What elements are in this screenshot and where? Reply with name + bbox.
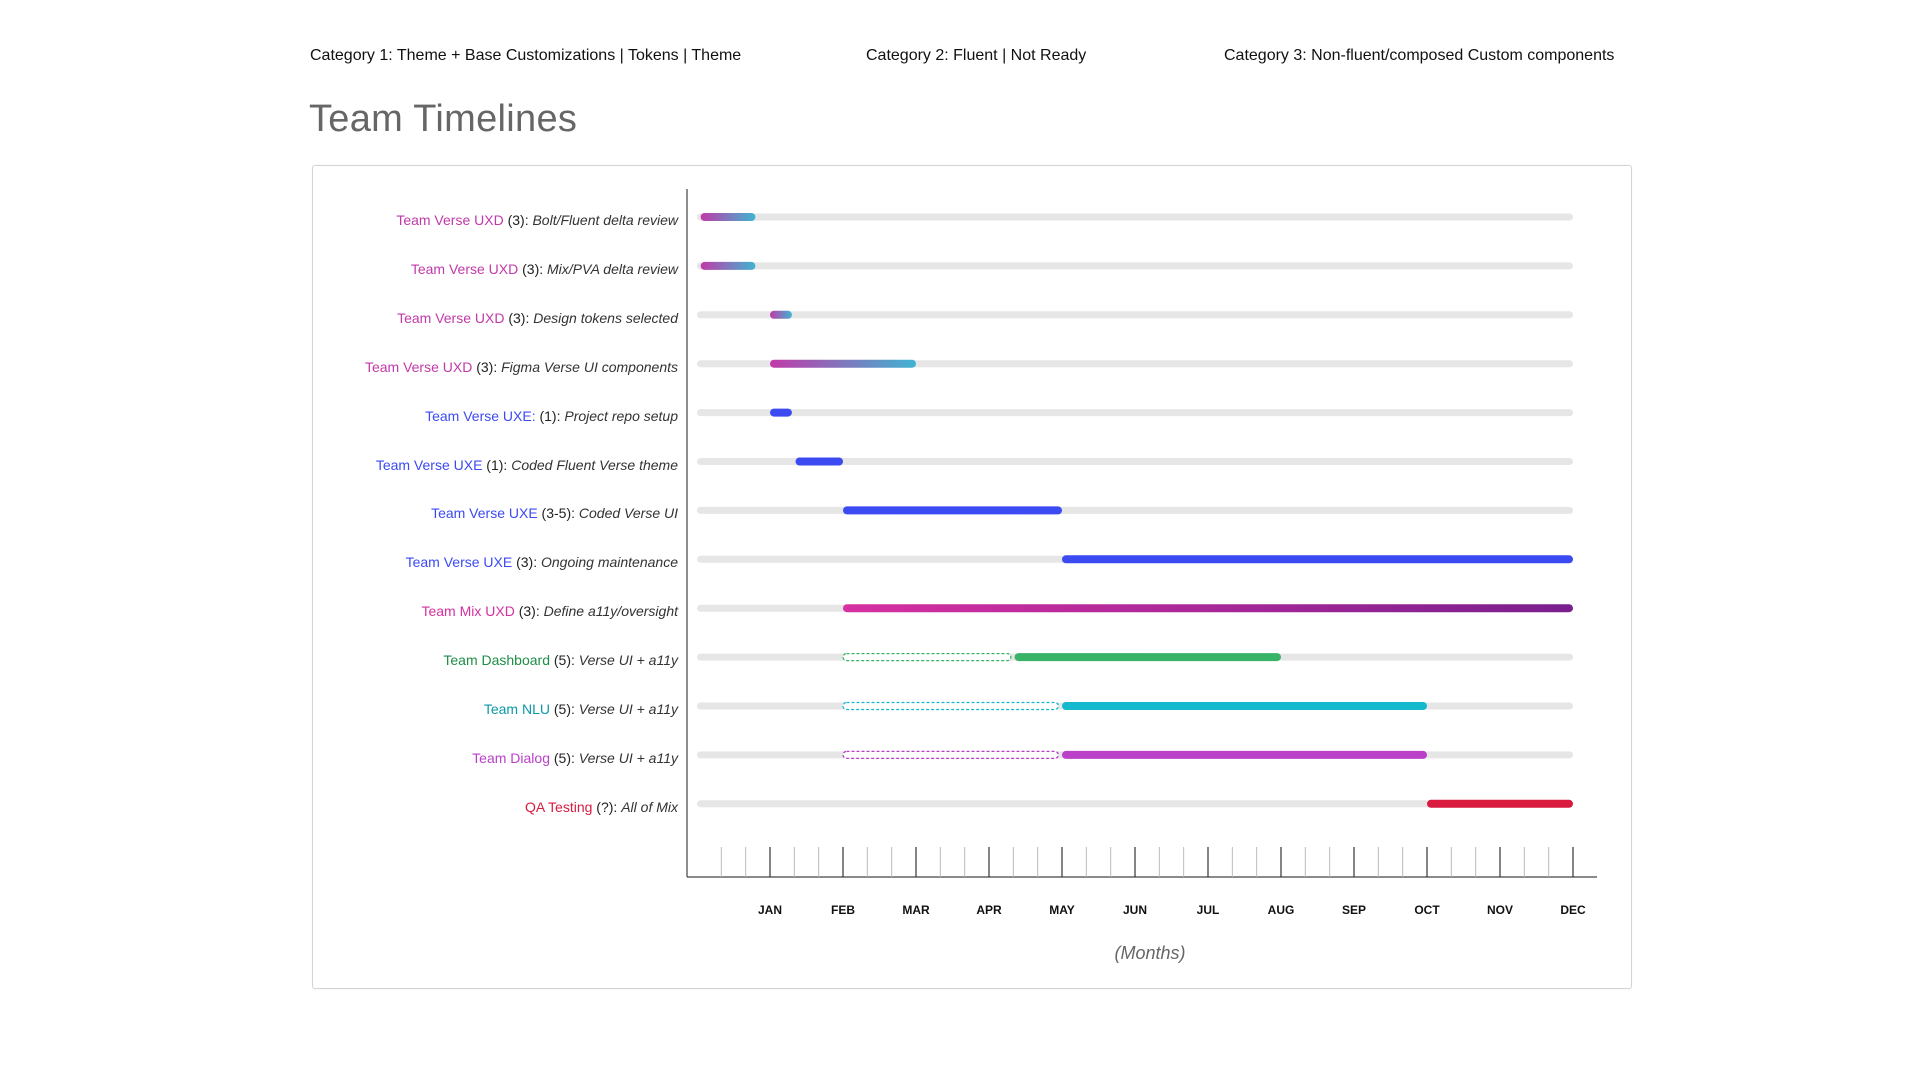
task-name: Coded Fluent Verse theme [511,456,678,473]
team-name: Team Dialog [472,749,550,766]
month-tick-label: MAY [1049,903,1075,917]
month-tick-label: MAR [902,903,930,917]
row-label: Team NLU (5): Verse UI + a11y [484,700,678,718]
team-name: Team Verse UXD [397,309,505,326]
category-1-label: Category 1: Theme + Base Customizations … [310,47,742,64]
row-track [697,506,1573,514]
x-axis-title: (Months) [1114,943,1186,963]
timeline-bar [843,506,1062,515]
month-tick-label: APR [976,903,1002,917]
category-3-label: Category 3: Non-fluent/composed Custom c… [1224,47,1615,64]
task-name: Verse UI + a11y [578,701,678,717]
team-size: (5): [550,701,575,717]
task-name: Ongoing maintenance [541,554,678,571]
timeline-chart: JAN FEB MAR APR MAY JUN JUL AUG SEP OCT NOV DEC [686,189,1597,917]
timeline-bar [770,310,792,319]
team-name: Team Verse UXE [405,554,513,571]
row-label: Team Verse UXD (3): Figma Verse UI compo… [365,358,678,376]
team-size: (1): [482,456,508,473]
planned-bar [842,750,1060,760]
row-label: Team Verse UXD (3): Bolt/Fluent delta re… [396,211,678,229]
team-name: Team NLU [483,701,550,717]
timeline-bar [1062,750,1427,759]
task-name: Verse UI + a11y [578,749,678,766]
task-name: Figma Verse UI components [501,358,678,375]
timeline-bar [1427,799,1573,808]
category-2-label: Category 2: Fluent | Not Ready [866,47,1087,64]
timeline-bar [700,213,756,221]
task-name: Verse UI + a11y [578,652,678,669]
planned-bar [842,652,1012,662]
team-size: (5): [550,652,575,669]
page-title: Team Timelines [309,98,578,140]
team-name: Team Verse UXD [410,260,519,277]
task-name: Mix/PVA delta review [547,260,678,277]
row-label: Team Verse UXE: (1): Project repo setup [425,407,678,425]
row-label: Team Verse UXE (1): Coded Fluent Verse t… [376,456,678,474]
row-track [697,262,1573,270]
month-tick-label: OCT [1414,903,1440,917]
timeline-bar [1062,555,1573,564]
team-size: (?): [592,798,618,815]
timeline-bar [1014,653,1281,662]
month-tick-label: DEC [1560,903,1586,917]
row-track [697,458,1573,465]
team-name: Team Mix UXD [421,603,515,620]
team-name: Team Verse UXE [431,505,538,522]
team-size: (1): [535,407,561,424]
month-tick-label: NOV [1487,903,1513,917]
planned-bar [842,701,1060,711]
row-label: Team Verse UXE (3): Ongoing maintenance [406,553,678,571]
row-label: Team Verse UXD (3): Mix/PVA delta review [411,260,678,278]
row-label: Team Dashboard (5): Verse UI + a11y [443,651,678,669]
task-name: All of Mix [621,798,678,815]
row-label: QA Testing (?): All of Mix [525,798,678,816]
task-name: Design tokens selected [533,309,678,326]
timeline-bar [770,408,792,417]
team-size: (3-5): [537,505,576,522]
month-tick-label: JAN [758,903,782,917]
team-name: QA Testing [524,798,593,815]
timeline-bar [770,359,916,368]
month-tick-label: JUL [1197,903,1220,917]
row-track [697,213,1573,221]
month-tick-label: FEB [831,903,855,917]
row-label: Team Mix UXD (3): Define a11y/oversight [421,602,678,620]
team-name: Team Verse UXD [396,212,504,228]
row-label: Team Dialog (5): Verse UI + a11y [472,749,678,767]
team-name: Team Verse UXD [364,358,473,375]
timeline-bar [700,261,756,270]
row-label: Team Verse UXE (3-5): Coded Verse UI [431,504,678,522]
team-name: Team Verse UXE: [425,407,536,424]
row-track [697,409,1573,417]
timeline-bar [795,457,843,466]
team-name: Team Dashboard [443,652,550,669]
month-tick-label: SEP [1342,903,1366,917]
team-size: (3): [518,260,544,277]
team-size: (5): [550,749,575,766]
team-size: (3): [503,212,529,228]
team-size: (3): [514,603,540,620]
chart-card [312,165,1632,989]
team-name: Team Verse UXE [375,456,483,473]
task-name: Coded Verse UI [578,505,678,522]
category-legend: Category 1: Theme + Base Customizations … [310,47,1640,71]
row-track [697,311,1573,319]
task-name: Bolt/Fluent delta review [532,212,678,228]
team-size: (3): [472,358,498,375]
task-name: Project repo setup [564,407,678,424]
timeline-bar [843,604,1573,613]
row-track [697,800,1573,808]
row-label: Team Verse UXD (3): Design tokens select… [397,309,678,327]
row-track [697,360,1573,368]
month-tick-label: AUG [1268,903,1295,917]
month-tick-label: JUN [1123,903,1147,917]
task-name: Define a11y/oversight [543,603,678,620]
team-size: (3): [512,554,538,571]
team-size: (3): [504,309,530,326]
timeline-bar [1062,702,1427,710]
